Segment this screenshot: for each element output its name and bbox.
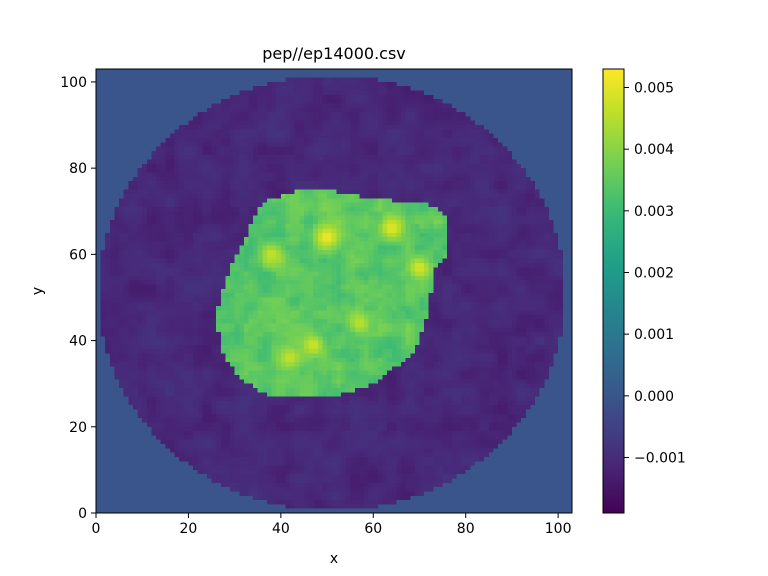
y-tick-label: 80 bbox=[69, 161, 87, 177]
x-tick-label: 80 bbox=[457, 521, 475, 537]
colorbar-tick-label: 0.002 bbox=[634, 266, 674, 282]
x-tick-label: 60 bbox=[364, 521, 382, 537]
x-axis: 0 20 40 60 80 100 bbox=[92, 513, 572, 537]
colorbar-gradient bbox=[602, 68, 625, 514]
y-tick-label: 20 bbox=[69, 420, 87, 436]
colorbar-tick-label: 0.000 bbox=[634, 389, 674, 405]
colorbar-ticks: −0.001 0.000 0.001 0.002 0.003 0.004 0.005 bbox=[624, 81, 686, 467]
colorbar: −0.001 0.000 0.001 0.002 0.003 0.004 0.005 bbox=[602, 68, 686, 514]
y-axis-label: y bbox=[30, 287, 46, 295]
colorbar-tick-label: 0.005 bbox=[634, 81, 674, 97]
y-tick-label: 100 bbox=[60, 75, 87, 91]
x-tick-label: 40 bbox=[272, 521, 290, 537]
colorbar-tick-label: 0.001 bbox=[634, 327, 674, 343]
plot-frame bbox=[95, 68, 573, 514]
colorbar-tick-label: 0.004 bbox=[634, 142, 674, 158]
heatmap-image bbox=[96, 69, 572, 513]
colorbar-tick-label: 0.003 bbox=[634, 204, 674, 220]
y-axis: 0 20 40 60 80 100 bbox=[60, 75, 96, 522]
y-tick-label: 0 bbox=[78, 506, 87, 522]
y-tick-label: 40 bbox=[69, 334, 87, 350]
y-tick-label: 60 bbox=[69, 247, 87, 263]
x-tick-label: 20 bbox=[180, 521, 198, 537]
chart-title: pep//ep14000.csv bbox=[262, 44, 406, 63]
x-axis-label: x bbox=[330, 551, 338, 567]
colorbar-tick-label: −0.001 bbox=[634, 451, 686, 467]
x-tick-label: 100 bbox=[545, 521, 572, 537]
x-tick-label: 0 bbox=[92, 521, 101, 537]
heatmap bbox=[96, 69, 572, 513]
